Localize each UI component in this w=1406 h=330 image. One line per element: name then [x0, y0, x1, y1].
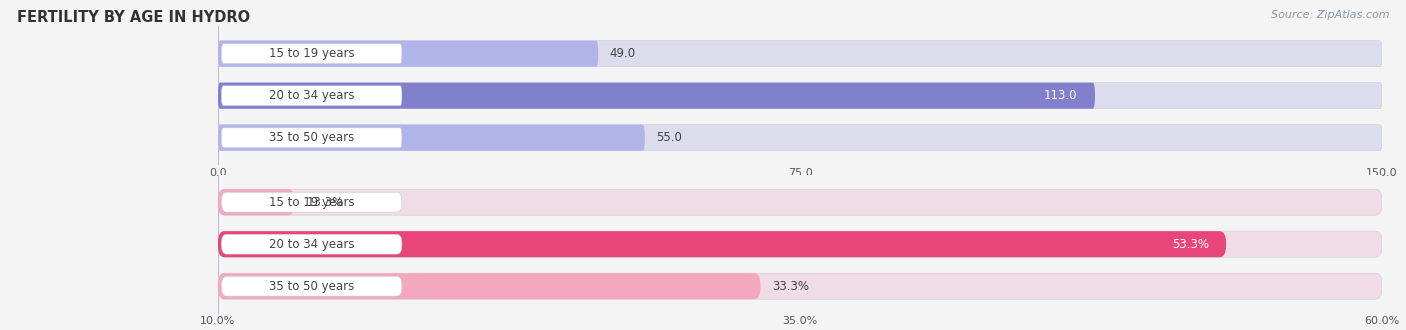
FancyBboxPatch shape — [218, 189, 295, 215]
Text: 15 to 19 years: 15 to 19 years — [269, 196, 354, 209]
FancyBboxPatch shape — [218, 231, 1226, 257]
Text: 33.3%: 33.3% — [772, 280, 808, 293]
Text: FERTILITY BY AGE IN HYDRO: FERTILITY BY AGE IN HYDRO — [17, 10, 250, 25]
FancyBboxPatch shape — [221, 276, 402, 296]
FancyBboxPatch shape — [221, 44, 402, 64]
FancyBboxPatch shape — [218, 41, 1382, 67]
FancyBboxPatch shape — [218, 189, 1382, 215]
FancyBboxPatch shape — [221, 192, 402, 212]
Text: 49.0: 49.0 — [610, 47, 636, 60]
Text: 35 to 50 years: 35 to 50 years — [269, 280, 354, 293]
Text: 53.3%: 53.3% — [1171, 238, 1209, 251]
Text: 15 to 19 years: 15 to 19 years — [269, 47, 354, 60]
Text: 20 to 34 years: 20 to 34 years — [269, 238, 354, 251]
Text: 55.0: 55.0 — [657, 131, 682, 144]
FancyBboxPatch shape — [218, 273, 761, 299]
FancyBboxPatch shape — [221, 128, 402, 148]
FancyBboxPatch shape — [221, 86, 402, 106]
Text: Source: ZipAtlas.com: Source: ZipAtlas.com — [1271, 10, 1389, 20]
FancyBboxPatch shape — [221, 234, 402, 254]
Text: 13.3%: 13.3% — [307, 196, 343, 209]
FancyBboxPatch shape — [218, 273, 1382, 299]
FancyBboxPatch shape — [218, 231, 1382, 257]
Text: 35 to 50 years: 35 to 50 years — [269, 131, 354, 144]
FancyBboxPatch shape — [218, 41, 598, 67]
FancyBboxPatch shape — [218, 125, 1382, 151]
FancyBboxPatch shape — [218, 125, 645, 151]
Text: 113.0: 113.0 — [1045, 89, 1077, 102]
Text: 20 to 34 years: 20 to 34 years — [269, 89, 354, 102]
FancyBboxPatch shape — [218, 83, 1095, 109]
FancyBboxPatch shape — [218, 83, 1382, 109]
